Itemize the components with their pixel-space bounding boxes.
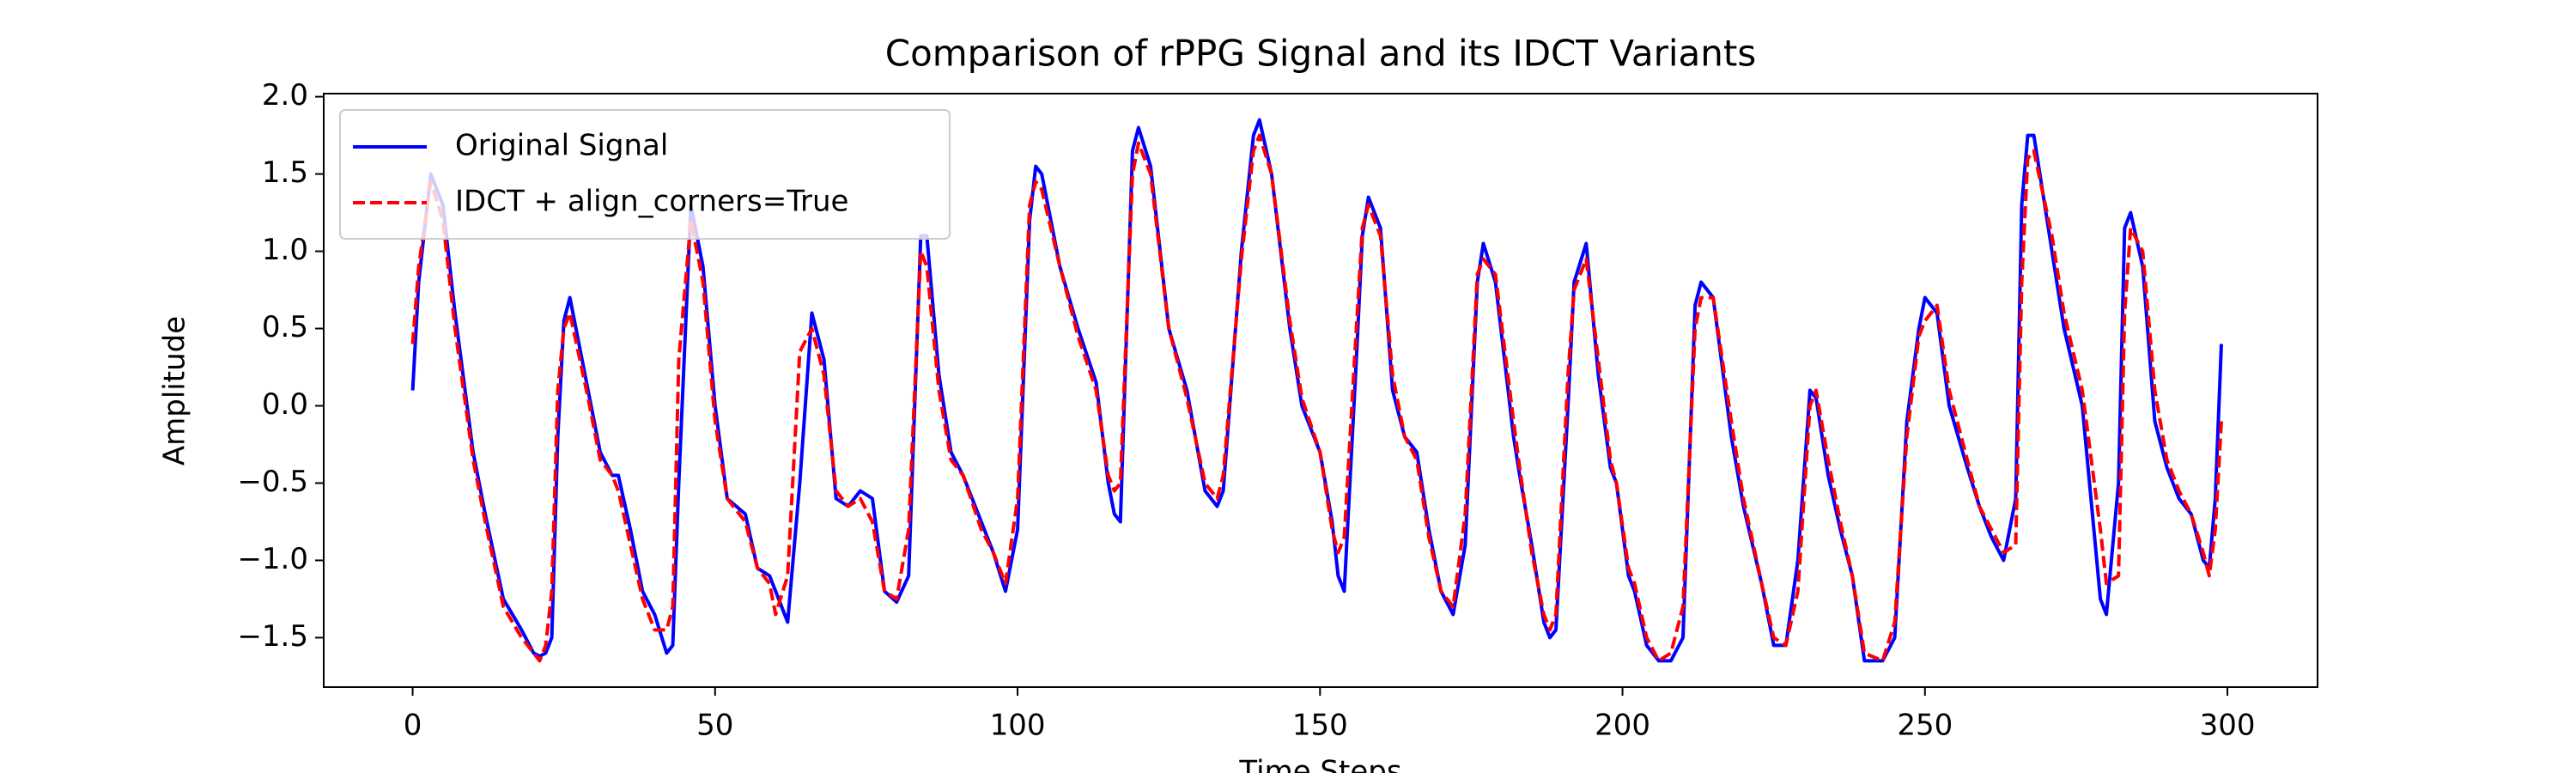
legend-label: Original Signal <box>455 129 668 163</box>
y-tick-label: −0.5 <box>237 465 308 499</box>
y-tick-label: −1.5 <box>237 619 308 654</box>
x-tick-label: 100 <box>990 709 1046 743</box>
y-tick-label: 1.5 <box>262 155 308 190</box>
y-tick-label: 2.0 <box>262 78 308 113</box>
y-tick-label: 0.5 <box>262 310 308 344</box>
x-tick-label: 150 <box>1292 709 1348 743</box>
series-line <box>410 133 2223 663</box>
legend-label: IDCT + align_corners=True <box>455 185 848 219</box>
y-tick-label: 0.0 <box>262 387 308 422</box>
axes-frame <box>323 93 2318 688</box>
legend: Original Signal IDCT + align_corners=True <box>339 109 951 240</box>
x-tick-label: 0 <box>404 709 422 743</box>
y-axis-label: Amplitude <box>158 316 192 466</box>
x-tick-label: 200 <box>1595 709 1650 743</box>
x-tick-label: 250 <box>1897 709 1953 743</box>
y-tick-label: 1.0 <box>262 233 308 267</box>
x-tick-label: 50 <box>696 709 733 743</box>
x-tick-label: 300 <box>2200 709 2256 743</box>
y-tick-label: −1.0 <box>237 542 308 576</box>
chart-title: Comparison of rPPG Signal and its IDCT V… <box>885 33 1756 75</box>
legend-box <box>339 109 951 240</box>
x-axis-label: Time Steps <box>1238 755 1401 773</box>
